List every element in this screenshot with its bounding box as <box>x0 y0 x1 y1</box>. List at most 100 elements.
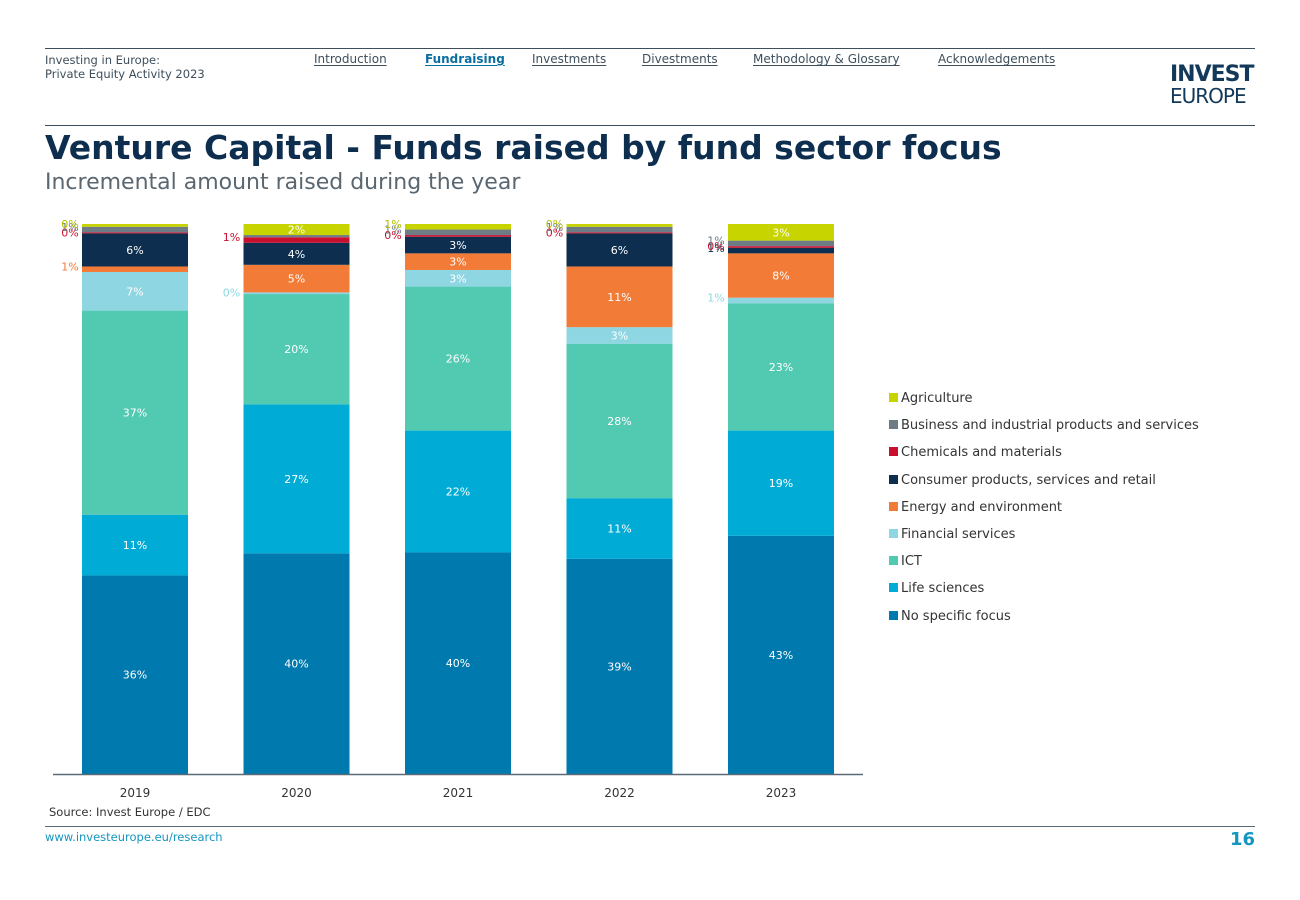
data-label-agriculture-2019: 0% <box>61 218 78 231</box>
legend-item-life-sciences: Life sciences <box>889 581 984 597</box>
nav-fundraising[interactable]: Fundraising <box>425 52 505 66</box>
report-title-line1: Investing in Europe: <box>45 53 160 67</box>
nav-methodology-glossary[interactable]: Methodology & Glossary <box>753 52 900 66</box>
data-label-financial-services-2019: 7% <box>126 285 143 298</box>
bar-energy-and-environment-2023 <box>728 253 834 298</box>
legend-item-chemicals-and-materials: Chemicals and materials <box>889 445 1062 461</box>
bar-business-and-industrial-products-and-services-2023 <box>728 240 834 247</box>
data-label-chemicals-and-materials-2022: 0% <box>546 226 563 239</box>
bar-financial-services-2019 <box>82 271 188 311</box>
data-label-ict-2021: 26% <box>446 353 470 366</box>
bar-consumer-products-services-and-retail-2023 <box>728 247 834 254</box>
data-label-no-specific-focus-2022: 39% <box>607 660 631 673</box>
bar-no-specific-focus-2019 <box>82 575 188 774</box>
bar-life-sciences-2021 <box>405 430 511 553</box>
bar-stack-2020: 40% 27% 20% 0% 5% 4% 1% 2% <box>223 224 350 774</box>
nav-acknowledgements[interactable]: Acknowledgements <box>938 52 1056 66</box>
chart-source: Source: Invest Europe / EDC <box>49 805 211 819</box>
legend-item-energy-and-environment: Energy and environment <box>889 500 1062 516</box>
page-number: 16 <box>1229 829 1255 850</box>
bar-chemicals-and-materials-2019 <box>82 232 188 234</box>
legend-label-chemicals-and-materials: Chemicals and materials <box>901 445 1062 461</box>
data-label-business-and-industrial-products-and-services-2021: 1% <box>384 224 401 237</box>
x-tick-2022: 2022 <box>604 786 635 800</box>
x-tick-2019: 2019 <box>120 786 151 800</box>
legend-label-ict: ICT <box>901 554 922 570</box>
data-label-energy-and-environment-2020: 5% <box>288 273 305 286</box>
x-tick-2021: 2021 <box>443 786 474 800</box>
logo-line1: INVEST <box>1170 62 1255 87</box>
legend-swatch-chemicals-and-materials <box>889 447 898 457</box>
legend-swatch-business-and-industrial-products-and-services <box>889 420 898 430</box>
bar-chemicals-and-materials-2022 <box>566 232 673 234</box>
bar-agriculture-2020 <box>243 224 350 236</box>
data-label-no-specific-focus-2019: 36% <box>123 669 147 682</box>
page-title: Venture Capital - Funds raised by fund s… <box>45 128 1002 167</box>
bar-stack-2019: 36%11%37%7%1%6%0%1%0% <box>61 218 188 774</box>
legend-label-business-and-industrial-products-and-services: Business and industrial products and ser… <box>901 418 1199 434</box>
nav-introduction[interactable]: Introduction <box>314 52 387 66</box>
data-label-no-specific-focus-2021: 40% <box>446 657 470 670</box>
bar-financial-services-2022 <box>566 327 673 344</box>
nav-investments[interactable]: Investments <box>532 52 607 66</box>
legend-swatch-energy-and-environment <box>889 501 898 511</box>
bar-consumer-products-services-and-retail-2019 <box>82 233 188 267</box>
data-label-business-and-industrial-products-and-services-2023: 1% <box>707 235 724 248</box>
data-label-no-specific-focus-2023: 43% <box>769 649 793 662</box>
data-label-consumer-products-services-and-retail-2023: 1% <box>707 242 724 255</box>
data-label-financial-services-2021: 3% <box>449 272 466 285</box>
data-label-energy-and-environment-2021: 3% <box>449 256 466 269</box>
bar-no-specific-focus-2020 <box>243 553 350 774</box>
bar-energy-and-environment-2020 <box>243 264 350 293</box>
bar-consumer-products-services-and-retail-2021 <box>405 236 511 254</box>
bar-business-and-industrial-products-and-services-2022 <box>566 226 673 233</box>
bar-financial-services-2021 <box>405 269 511 287</box>
bar-stack-2021: 40% 22% 26% 3% 3% 3% 0%1%1% <box>384 218 511 774</box>
bar-life-sciences-2019 <box>82 514 188 576</box>
legend-label-life-sciences: Life sciences <box>901 581 985 597</box>
bar-life-sciences-2022 <box>566 498 673 559</box>
x-tick-2023: 2023 <box>766 786 797 800</box>
data-label-chemicals-and-materials-2019: 0% <box>61 226 78 239</box>
data-label-agriculture-2023: 3% <box>772 226 789 239</box>
bar-ict-2019 <box>82 310 188 515</box>
data-label-life-sciences-2021: 22% <box>446 486 470 499</box>
data-label-energy-and-environment-2019: 1% <box>61 260 78 273</box>
data-label-life-sciences-2022: 11% <box>607 523 631 536</box>
data-label-agriculture-2022: 0% <box>546 218 563 231</box>
legend-label-financial-services: Financial services <box>901 527 1016 542</box>
nav-divestments[interactable]: Divestments <box>642 52 718 66</box>
data-label-agriculture-2020: 2% <box>288 224 305 237</box>
data-label-consumer-products-services-and-retail-2022: 6% <box>611 244 628 257</box>
bar-consumer-products-services-and-retail-2020 <box>243 242 350 265</box>
invest-europe-logo: INVEST EUROPE <box>1170 62 1260 107</box>
legend-swatch-consumer-products-services-and-retail <box>889 474 898 484</box>
data-label-life-sciences-2023: 19% <box>769 477 793 490</box>
bar-no-specific-focus-2023 <box>728 535 834 774</box>
legend-label-energy-and-environment: Energy and environment <box>901 499 1063 515</box>
data-label-ict-2023: 23% <box>769 361 793 374</box>
data-label-chemicals-and-materials-2021: 0% <box>384 229 401 242</box>
legend-swatch-financial-services <box>889 529 898 538</box>
legend-item-business-and-industrial-products-and-services: Business and industrial products and ser… <box>889 418 1199 434</box>
header-top-rule <box>45 48 1255 49</box>
bar-energy-and-environment-2022 <box>566 266 673 328</box>
bar-consumer-products-services-and-retail-2022 <box>566 233 673 267</box>
data-label-energy-and-environment-2023: 8% <box>772 270 789 283</box>
bar-business-and-industrial-products-and-services-2019 <box>82 226 188 233</box>
bar-chemicals-and-materials-2020 <box>243 237 350 243</box>
report-title: Investing in Europe: Private Equity Acti… <box>45 53 205 81</box>
page-subtitle: Incremental amount raised during the yea… <box>45 170 521 195</box>
data-label-business-and-industrial-products-and-services-2019: 1% <box>61 221 78 234</box>
legend-item-financial-services: Financial services <box>889 527 1015 543</box>
data-label-no-specific-focus-2020: 40% <box>284 658 308 671</box>
legend-label-consumer-products-services-and-retail: Consumer products, services and retail <box>901 472 1156 488</box>
bar-chemicals-and-materials-2021 <box>405 235 511 237</box>
bar-financial-services-2020 <box>243 292 350 295</box>
legend-item-ict: ICT <box>889 554 922 570</box>
bar-stack-2022: 39% 11% 28% 3% 11% 6% 0%1%0% <box>546 218 673 774</box>
bar-business-and-industrial-products-and-services-2021 <box>405 229 511 236</box>
footer-url[interactable]: www.investeurope.eu/research <box>45 830 223 844</box>
data-label-consumer-products-services-and-retail-2020: 4% <box>288 248 305 261</box>
